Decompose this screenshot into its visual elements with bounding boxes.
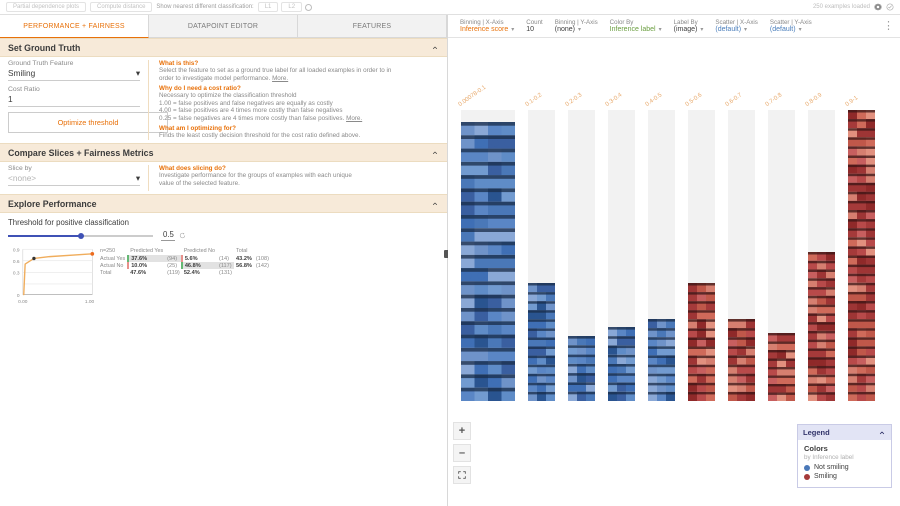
svg-text:0.3: 0.3	[13, 271, 20, 277]
svg-text:0.9: 0.9	[13, 248, 20, 254]
svg-text:0: 0	[17, 293, 20, 299]
svg-text:0.00: 0.00	[18, 299, 28, 305]
svg-text:0.6: 0.6	[13, 259, 20, 265]
svg-text:1.00: 1.00	[85, 299, 95, 305]
